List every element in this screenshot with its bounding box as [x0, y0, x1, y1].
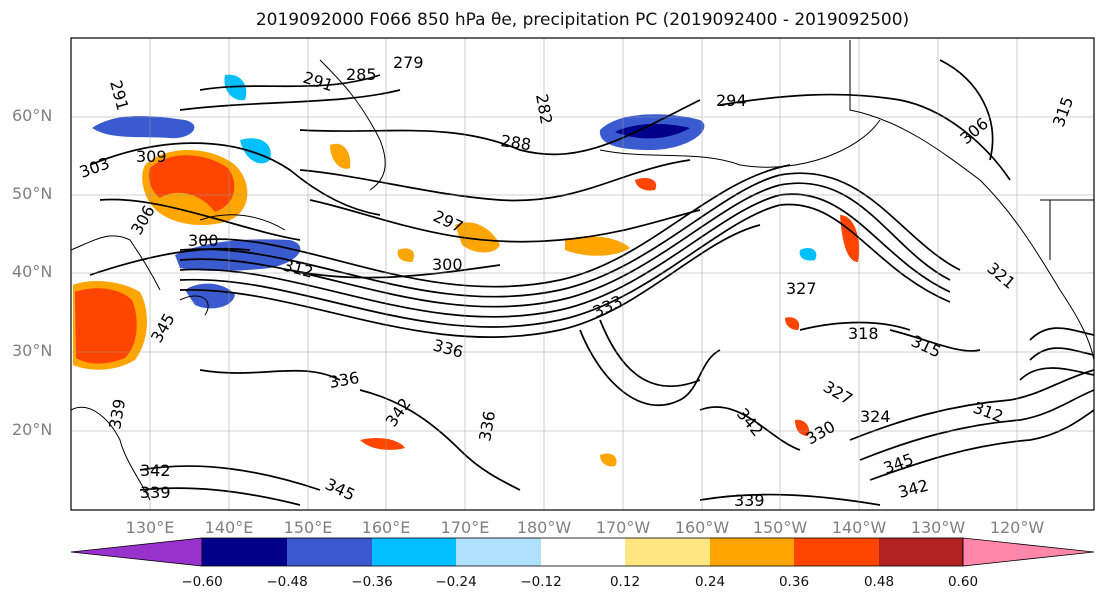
contour-label: 315: [908, 331, 944, 361]
contour-label: 327: [786, 279, 817, 298]
colorbar-segment: [456, 538, 541, 566]
contour-label: 342: [140, 461, 171, 480]
colorbar-tick: −0.60: [181, 574, 223, 590]
contour-label: 324: [860, 407, 891, 426]
colorbar-tick: 0.60: [947, 574, 979, 590]
contour-label: 330: [803, 417, 839, 449]
lon-label: 130°W: [910, 518, 966, 537]
colorbar-tick: 0.36: [778, 574, 810, 590]
contour-label: 339: [140, 483, 171, 502]
lon-label: 160°W: [674, 518, 730, 537]
lat-label: 50°N: [12, 184, 53, 203]
contour-label: 336: [431, 336, 465, 362]
theta-e-contours: [89, 59, 1094, 506]
lon-label: 170°E: [440, 518, 490, 537]
map-title: 2019092000 F066 850 hPa θe, precipitatio…: [255, 10, 910, 30]
colorbar-tick: −0.12: [520, 574, 562, 590]
contour-label: 342: [733, 404, 767, 440]
contour-label: 312: [281, 256, 315, 282]
lon-label: 170°W: [595, 518, 651, 537]
contour-label: 306: [956, 114, 992, 148]
contour-label: 345: [147, 310, 179, 346]
lon-label: 140°W: [831, 518, 887, 537]
colorbar-extend-low: [70, 537, 203, 567]
colorbar-segment: [372, 538, 456, 566]
contour-label: 288: [499, 131, 532, 154]
lat-label: 30°N: [12, 341, 53, 360]
contour-label: 312: [971, 398, 1006, 426]
contour-label: 279: [393, 53, 424, 72]
colorbar: [70, 537, 1095, 567]
colorbar-segment: [202, 538, 287, 566]
contour-label: 282: [532, 92, 556, 125]
lon-label: 150°W: [752, 518, 808, 537]
contour-label: 285: [346, 65, 377, 84]
contour-label: 345: [881, 449, 916, 477]
contour-label: 300: [432, 255, 463, 274]
lat-label: 60°N: [12, 106, 53, 125]
contour-label: 333: [590, 291, 626, 321]
plot-frame: [70, 37, 1095, 511]
contour-label: 315: [1049, 94, 1077, 129]
contour-label: 339: [734, 491, 765, 510]
lon-label: 120°W: [989, 518, 1045, 537]
contour-label: 336: [475, 409, 499, 442]
colorbar-segment: [710, 538, 794, 566]
contour-label: 342: [382, 394, 415, 430]
colorbar-tick: −0.36: [351, 574, 393, 590]
colorbar-segment: [625, 538, 710, 566]
lon-label: 160°E: [361, 518, 411, 537]
colorbar-segment: [287, 538, 372, 566]
contour-label: 294: [716, 91, 747, 110]
colorbar-segment: [794, 538, 879, 566]
contour-label: 318: [848, 324, 879, 343]
colorbar-tick: −0.48: [266, 574, 308, 590]
contour-label: 336: [327, 368, 360, 392]
contour-label: 345: [322, 474, 358, 504]
colorbar-segment: [879, 538, 963, 566]
contour-label: 291: [301, 68, 336, 96]
contour-label: 300: [188, 231, 219, 250]
colorbar-extend-high: [962, 537, 1095, 567]
colorbar-tick: 0.24: [694, 574, 726, 590]
lon-label: 150°E: [283, 518, 333, 537]
coastlines: [71, 40, 1094, 501]
lon-label: 140°E: [204, 518, 254, 537]
contour-label: 339: [105, 397, 129, 430]
colorbar-tick: −0.24: [435, 574, 477, 590]
lat-label: 40°N: [12, 262, 53, 281]
lon-label: 180°W: [516, 518, 572, 537]
contour-label: 321: [983, 259, 1019, 293]
colorbar-segment: [541, 538, 625, 566]
graticule: [71, 38, 1094, 510]
contour-label: 342: [896, 476, 930, 502]
contour-label: 309: [136, 147, 167, 166]
lon-label: 130°E: [125, 518, 175, 537]
colorbar-tick: 0.12: [609, 574, 641, 590]
colorbar-tick: 0.48: [863, 574, 895, 590]
contour-label: 303: [77, 153, 112, 181]
contour-label: 291: [106, 78, 132, 112]
contour-label: 327: [820, 377, 856, 409]
lat-label: 20°N: [12, 420, 53, 439]
